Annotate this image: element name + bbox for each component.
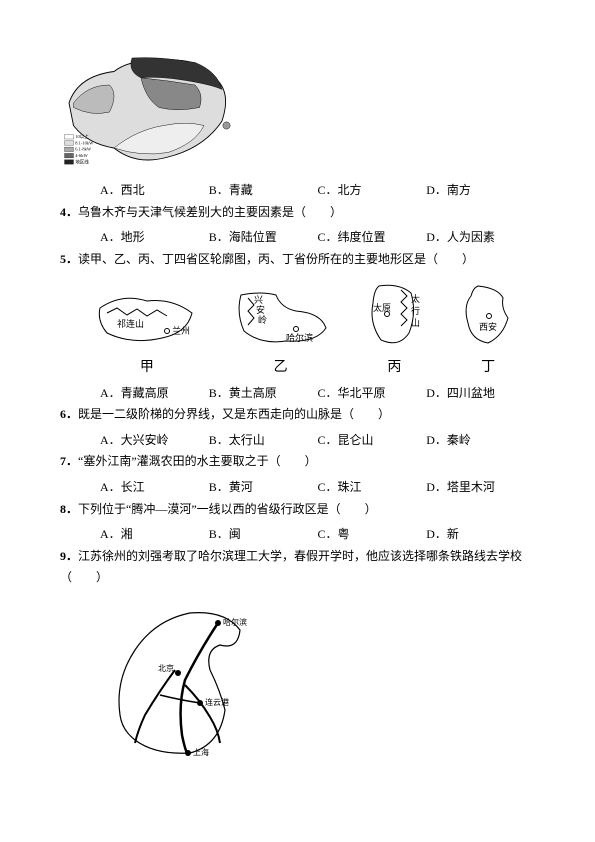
legend-2: 8.1-10kW: [75, 140, 94, 145]
q7-opt-a: A．长江: [100, 477, 209, 499]
city-lianyungang: 连云港: [205, 697, 229, 707]
province-bing: 太 行 山 太原 丙: [359, 278, 429, 380]
city-beijing: 北京: [158, 663, 174, 673]
legend-4: 4-6kW: [75, 153, 88, 158]
q4-opt-d: D．人为因素: [426, 227, 535, 249]
province-ding: 西安 丁: [453, 278, 523, 380]
q3-opt-b: B．青藏: [209, 180, 318, 202]
q7-opt-b: B．黄河: [209, 477, 318, 499]
q6-opt-c: C．昆仑山: [318, 430, 427, 452]
q4-opt-c: C．纬度位置: [318, 227, 427, 249]
q6-opt-a: A．大兴安岭: [100, 430, 209, 452]
legend-5: 地区线: [75, 158, 89, 164]
q3-options: A．西北 B．青藏 C．北方 D．南方: [100, 180, 535, 202]
label-yi: 乙: [226, 355, 336, 380]
label-jia: 甲: [92, 355, 202, 380]
q8-opt-b: B．闽: [209, 524, 318, 546]
china-map-figure: 10以上 8.1-10kW 6.1-8kW 4-6kW 地区线: [60, 40, 240, 175]
q8-opt-c: C．粤: [318, 524, 427, 546]
q7-options: A．长江 B．黄河 C．珠江 D．塔里木河: [100, 477, 535, 499]
q6-stem: 6．既是一二级阶梯的分界线，又是东西走向的山脉是（ ）: [60, 404, 535, 426]
bing-mtn-label: 太: [411, 293, 420, 304]
province-outlines: 祁连山 兰州 甲 兴 安 岭 哈尔滨 乙 太 行 山 太原 丙 西安 丁: [80, 278, 535, 380]
city-shanghai: 上海: [193, 747, 209, 757]
q7-stem: 7．“塞外江南”灌溉农田的水主要取之于（ ）: [60, 451, 535, 473]
svg-text:安: 安: [256, 304, 265, 315]
q3-opt-d: D．南方: [426, 180, 535, 202]
q3-opt-a: A．西北: [100, 180, 209, 202]
q8-options: A．湘 B．闽 C．粤 D．新: [100, 524, 535, 546]
q5-opt-c: C．华北平原: [318, 383, 427, 405]
label-ding: 丁: [453, 355, 523, 380]
q7-opt-d: D．塔里木河: [426, 477, 535, 499]
q4-opt-b: B．海陆位置: [209, 227, 318, 249]
q5-stem: 5．读甲、乙、丙、丁四省区轮廓图，丙、丁省份所在的主要地形区是（ ）: [60, 249, 535, 271]
railway-map-figure: 哈尔滨 北京 连云港 上海: [90, 595, 260, 773]
q6-options: A．大兴安岭 B．太行山 C．昆仑山 D．秦岭: [100, 430, 535, 452]
legend-3: 6.1-8kW: [75, 147, 92, 152]
q7-opt-c: C．珠江: [318, 477, 427, 499]
label-bing: 丙: [359, 355, 429, 380]
q6-opt-b: B．太行山: [209, 430, 318, 452]
q5-opt-a: A．青藏高原: [100, 383, 209, 405]
legend-1: 10以上: [75, 133, 89, 139]
svg-text:行: 行: [411, 305, 420, 316]
bing-city-label: 太原: [373, 302, 391, 313]
svg-text:山: 山: [411, 318, 420, 328]
province-yi: 兴 安 岭 哈尔滨 乙: [226, 283, 336, 380]
q4-options: A．地形 B．海陆位置 C．纬度位置 D．人为因素: [100, 227, 535, 249]
q4-opt-a: A．地形: [100, 227, 209, 249]
q3-opt-c: C．北方: [318, 180, 427, 202]
jia-mtn-label: 祁连山: [117, 318, 144, 329]
yi-city-label: 哈尔滨: [286, 332, 313, 343]
q8-opt-d: D．新: [426, 524, 535, 546]
svg-text:岭: 岭: [258, 314, 267, 325]
q9-stem: 9．江苏徐州的刘强考取了哈尔滨理工大学，春假开学时，他应该选择哪条铁路线去学校（…: [60, 546, 535, 589]
yi-mtn-label: 兴: [254, 295, 263, 305]
q8-stem: 8．下列位于“腾冲—漠河”一线以西的省级行政区是（ ）: [60, 499, 535, 521]
province-jia: 祁连山 兰州 甲: [92, 283, 202, 380]
q4-stem: 4．乌鲁木齐与天津气候差别大的主要因素是（ ）: [60, 202, 535, 224]
ding-city-label: 西安: [479, 321, 497, 332]
q5-opt-b: B．黄土高原: [209, 383, 318, 405]
q6-opt-d: D．秦岭: [426, 430, 535, 452]
q5-opt-d: D．四川盆地: [426, 383, 535, 405]
jia-city-label: 兰州: [172, 325, 190, 336]
city-harbin: 哈尔滨: [223, 617, 247, 627]
q5-options: A．青藏高原 B．黄土高原 C．华北平原 D．四川盆地: [100, 383, 535, 405]
q8-opt-a: A．湘: [100, 524, 209, 546]
